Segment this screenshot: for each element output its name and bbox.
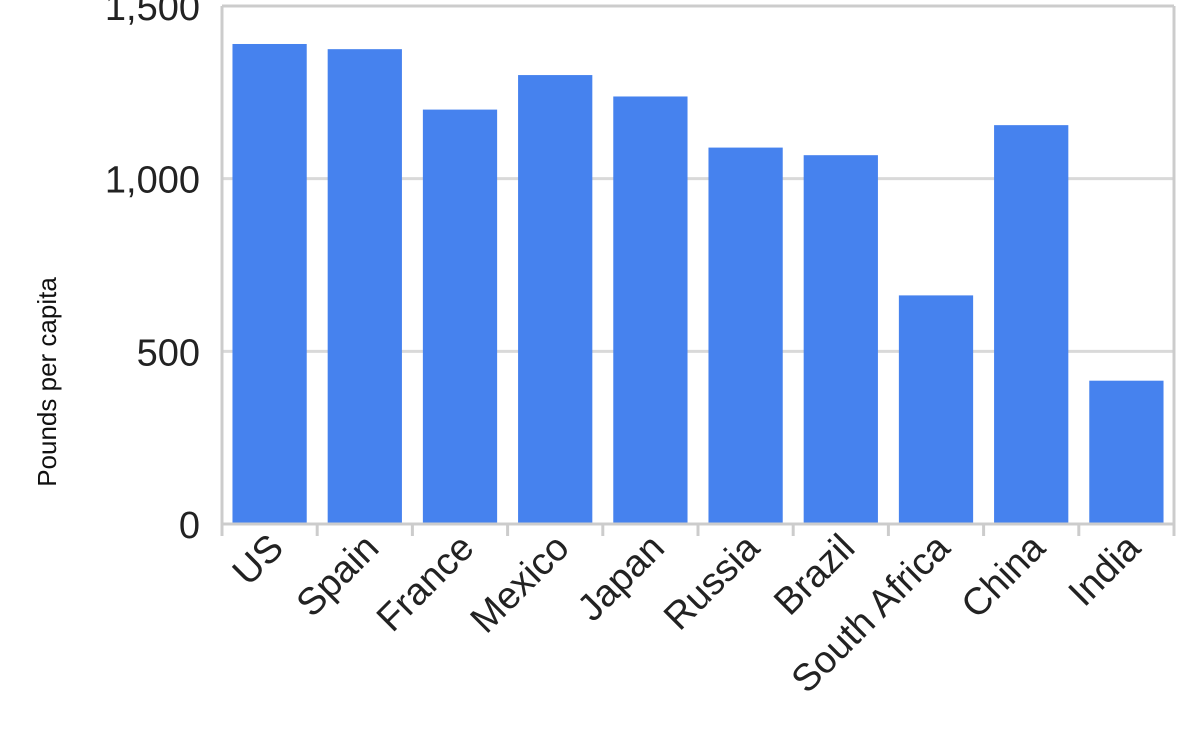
bar-south-africa (898, 295, 974, 524)
bar-russia (708, 147, 783, 524)
bar-japan (613, 96, 688, 525)
x-tick-label-russia: Russia (656, 526, 768, 638)
x-tick-label-india: India (1061, 526, 1150, 615)
bar-spain (327, 49, 402, 525)
bar-mexico (518, 75, 593, 525)
bar-france (422, 109, 498, 524)
bar-us (232, 43, 307, 525)
x-axis-tick-labels: USSpainFranceMexicoJapanRussiaBrazilSout… (225, 526, 1149, 701)
x-tick-label-japan: Japan (570, 527, 673, 630)
y-tick-label-1000: 1,000 (105, 160, 200, 202)
y-axis-tick-labels: 0 500 1,000 1,500 (105, 0, 200, 547)
bar-china (994, 125, 1069, 524)
bar-brazil (803, 155, 878, 524)
y-axis-label: Pounds per capita (32, 277, 62, 487)
y-tick-label-1500: 1,500 (105, 0, 200, 29)
x-tick-label-france: France (369, 527, 482, 640)
y-tick-label-500: 500 (137, 332, 200, 374)
x-tick-label-mexico: Mexico (463, 527, 578, 642)
x-tick-label-china: China (954, 526, 1055, 627)
axes (220, 4, 1176, 536)
x-tick-label-us: US (225, 527, 292, 594)
bar-india (1089, 380, 1164, 524)
y-tick-label-0: 0 (179, 505, 200, 547)
bars (232, 43, 1164, 525)
